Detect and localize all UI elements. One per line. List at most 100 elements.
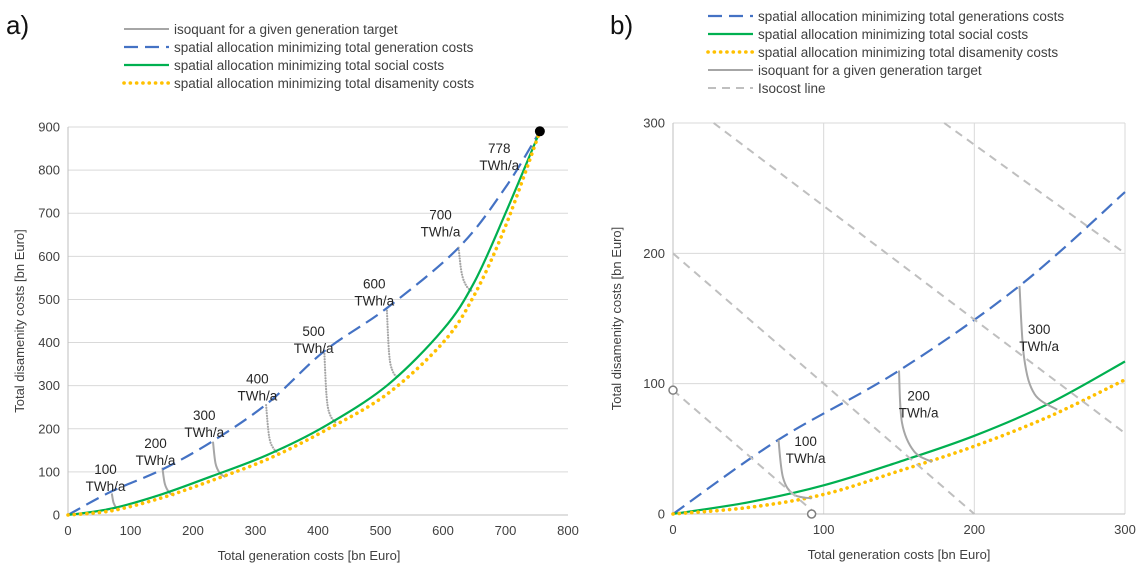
annotation-line: 600 — [363, 277, 386, 292]
panel-label: a) — [6, 10, 29, 40]
annotation-line: 300 — [1028, 322, 1051, 337]
y-tick-label: 100 — [643, 376, 665, 391]
x-axis-title: Total generation costs [bn Euro] — [808, 547, 991, 562]
isocost-line — [943, 122, 1126, 255]
annotation-line: 400 — [246, 372, 269, 387]
chart-panel-a: a) 0 100 200 300 400 500 600 700 800 900 0 100 200 300… — [6, 10, 579, 563]
y-tick-label: 400 — [38, 335, 60, 350]
y-tick-label: 0 — [658, 507, 665, 522]
annotation-line: TWh/a — [184, 425, 224, 440]
legend-label: spatial allocation minimizing total disa… — [174, 76, 474, 91]
target-annotation: 300 TWh/a — [1019, 322, 1059, 354]
panel-label: b) — [610, 10, 633, 40]
annotation-line: TWh/a — [479, 158, 519, 173]
series-2 — [67, 130, 541, 517]
end-point-marker — [534, 126, 545, 137]
chart-panel-b: b) 0 100 200 300 0 100 200 300 Total generation c… — [609, 9, 1136, 562]
isoquant-line — [898, 370, 933, 463]
legend-label: isoquant for a given generation target — [758, 63, 982, 78]
annotation-line: 200 — [144, 436, 167, 451]
target-annotation: 300 TWh/a — [184, 408, 224, 440]
series-2 — [671, 378, 1127, 516]
annotation-line: 300 — [193, 408, 216, 423]
x-axis-title: Total generation costs [bn Euro] — [218, 548, 401, 563]
x-tick-label: 400 — [307, 523, 329, 538]
isoquant-line — [212, 441, 227, 478]
x-tick-label: 800 — [557, 523, 579, 538]
legend-label: spatial allocation minimizing total disa… — [758, 45, 1058, 60]
intercept-marker — [806, 509, 817, 519]
series-1 — [67, 130, 541, 516]
y-tick-label: 800 — [38, 163, 60, 178]
y-tick-label: 200 — [38, 421, 60, 436]
y-tick-label: 300 — [643, 116, 665, 131]
annotation-line: TWh/a — [237, 389, 277, 404]
target-annotation: 778 TWh/a — [479, 141, 519, 173]
x-tick-label: 200 — [963, 522, 985, 537]
series-line — [67, 130, 541, 516]
series-3 — [777, 285, 1058, 500]
y-tick-label: 500 — [38, 292, 60, 307]
legend-label: spatial allocation minimizing total soci… — [174, 58, 444, 73]
series-3 — [66, 129, 542, 517]
annotation-line: TWh/a — [1019, 339, 1059, 354]
legend-label: spatial allocation minimizing total gene… — [758, 9, 1064, 24]
x-tick-label: 0 — [669, 522, 676, 537]
isoquant-line — [385, 307, 400, 379]
legend-label: spatial allocation minimizing total gene… — [174, 40, 474, 55]
series-line — [671, 378, 1127, 516]
series-line — [66, 129, 542, 517]
y-tick-label: 600 — [38, 249, 60, 264]
x-tick-label: 700 — [495, 523, 517, 538]
target-annotation: 100 TWh/a — [86, 462, 126, 494]
target-annotation: 100 TWh/a — [786, 434, 826, 466]
series-0 — [672, 191, 1126, 515]
annotation-line: 200 — [907, 389, 930, 404]
series-line — [672, 360, 1126, 516]
target-annotation: 700 TWh/a — [421, 208, 461, 240]
x-tick-label: 100 — [813, 522, 835, 537]
isoquant-line — [323, 350, 338, 425]
target-annotation: 200 TWh/a — [899, 389, 939, 421]
y-tick-label: 200 — [643, 246, 665, 261]
annotation-line: 500 — [302, 324, 325, 339]
legend-label: isoquant for a given generation target — [174, 22, 398, 37]
y-tick-label: 0 — [53, 508, 60, 523]
isoquant-line — [265, 404, 282, 456]
annotation-line: TWh/a — [86, 479, 126, 494]
y-tick-label: 900 — [38, 120, 60, 135]
x-tick-label: 500 — [370, 523, 392, 538]
isocost-line — [672, 252, 975, 515]
legend-label: Isocost line — [758, 81, 826, 96]
isoquant-line — [457, 246, 475, 293]
target-annotation: 200 TWh/a — [136, 436, 176, 468]
x-tick-label: 300 — [245, 523, 267, 538]
x-tick-label: 600 — [432, 523, 454, 538]
y-tick-label: 100 — [38, 464, 60, 479]
annotation-line: 100 — [94, 462, 117, 477]
series-1 — [672, 360, 1126, 516]
x-tick-label: 300 — [1114, 522, 1136, 537]
target-annotation: 600 TWh/a — [354, 277, 394, 309]
annotation-line: TWh/a — [421, 225, 461, 240]
series-line — [67, 130, 541, 517]
annotation-line: 778 — [488, 141, 511, 156]
x-tick-label: 0 — [64, 523, 71, 538]
series-0 — [110, 246, 475, 512]
isoquant-line — [777, 439, 812, 500]
isocost-line — [713, 122, 1126, 434]
target-annotation: 500 TWh/a — [294, 324, 334, 356]
series-line — [672, 191, 1126, 515]
annotation-line: TWh/a — [354, 294, 394, 309]
x-tick-label: 200 — [182, 523, 204, 538]
legend-label: spatial allocation minimizing total soci… — [758, 27, 1028, 42]
target-annotation: 400 TWh/a — [237, 372, 277, 404]
x-tick-label: 100 — [120, 523, 142, 538]
intercept-marker — [668, 385, 678, 395]
series-4 — [672, 122, 1126, 515]
y-tick-label: 300 — [38, 378, 60, 393]
annotation-line: 100 — [794, 434, 817, 449]
annotation-line: TWh/a — [786, 451, 826, 466]
annotation-line: TWh/a — [136, 453, 176, 468]
